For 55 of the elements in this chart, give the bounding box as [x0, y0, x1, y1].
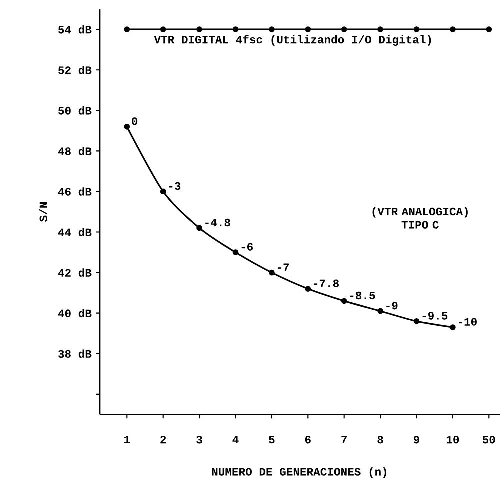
point	[124, 26, 130, 33]
y-tick-label: 38 dB	[58, 350, 92, 358]
x-tick-label: 5	[269, 436, 275, 444]
annotation: -7	[278, 264, 290, 272]
annotation: -4.8	[206, 218, 230, 227]
annotation: -10	[459, 318, 477, 326]
y-tick-label: 48 dB	[58, 147, 92, 156]
point	[305, 26, 312, 33]
point	[124, 124, 130, 130]
point	[341, 298, 348, 304]
point	[232, 250, 239, 256]
x-tick-label: 1	[124, 436, 130, 444]
annotation: -6	[242, 243, 253, 251]
x-tick-label: 10	[446, 436, 460, 444]
point	[232, 26, 239, 33]
point	[269, 26, 275, 33]
x-tick-label: 7	[342, 436, 347, 444]
point	[160, 26, 166, 33]
annotation: -9.5	[422, 312, 448, 320]
annotation: -8.5	[350, 292, 376, 300]
y-tick-label: 54 dB	[58, 25, 92, 34]
point	[378, 308, 384, 314]
point	[341, 26, 348, 33]
point	[196, 225, 202, 232]
point	[305, 286, 312, 292]
x-tick-label: 4	[232, 436, 239, 444]
annotation: -7.8	[314, 280, 340, 288]
point	[378, 26, 384, 33]
y-tick-label: 44 dB	[58, 228, 92, 236]
point	[414, 26, 420, 33]
y-tick-label: 50 dB	[58, 106, 92, 115]
x-tick-label: 6	[305, 436, 311, 444]
point	[269, 270, 275, 276]
point	[414, 318, 420, 324]
point	[486, 26, 492, 33]
point	[450, 26, 456, 33]
x-tick-label: 50	[482, 436, 496, 444]
series-label: VTR DIGITAL 4fsc (Utilizando I/O Digital)	[154, 35, 432, 46]
y-axis-title: S/N	[39, 202, 48, 222]
annotation: (VTR ANALOGICA) TIPO C	[372, 207, 468, 229]
y-tick-label: 40 dB	[58, 309, 92, 318]
annotation: -3	[169, 182, 181, 190]
x-tick-label: 2	[160, 436, 166, 444]
y-tick-label: 52 dB	[58, 66, 92, 74]
x-tick-label: 9	[414, 436, 420, 444]
annotation: 0	[132, 118, 138, 126]
x-axis-title: NUMERO DE GENERACIONES (n)	[212, 468, 386, 478]
point	[160, 188, 166, 195]
y-tick-label: 46 dB	[58, 188, 92, 196]
annotation: -9	[386, 302, 398, 310]
y-tick-label: 42 dB	[58, 268, 92, 277]
x-tick-label: 8	[378, 436, 384, 444]
point	[196, 26, 202, 33]
point	[450, 324, 456, 330]
x-tick-label: 3	[196, 436, 202, 444]
